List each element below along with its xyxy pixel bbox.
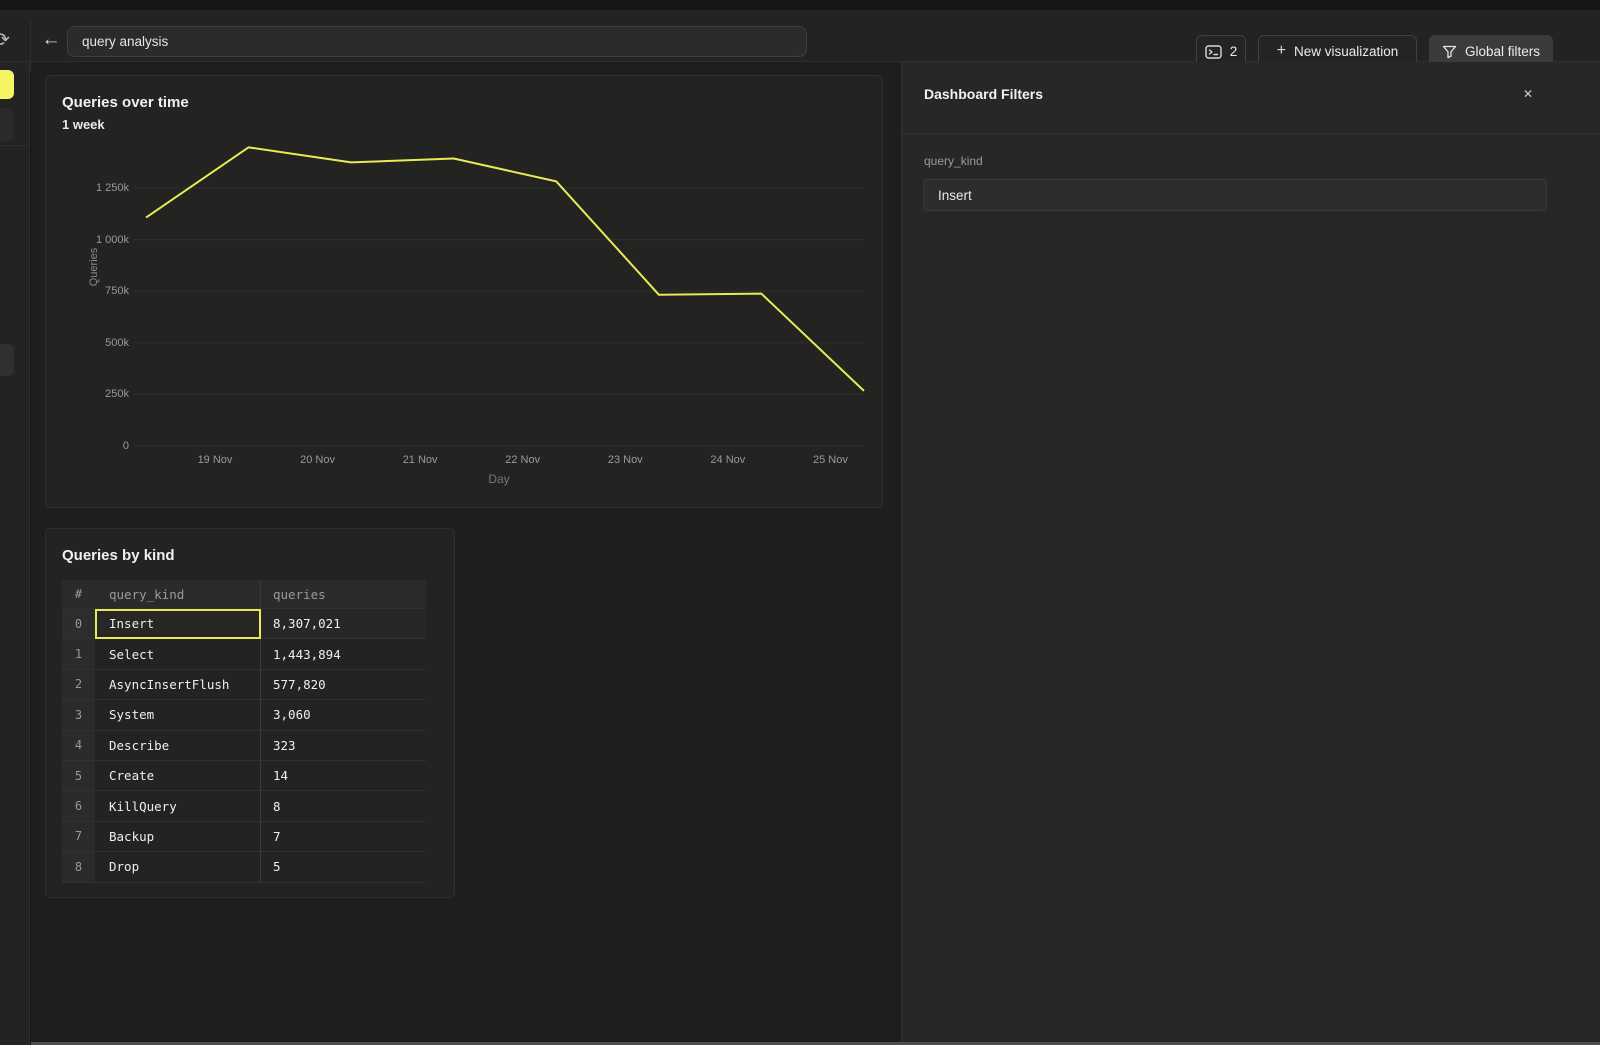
query-kind-cell[interactable]: AsyncInsertFlush bbox=[95, 669, 261, 701]
table-row: 7 Backup 7 bbox=[62, 821, 426, 853]
row-index-cell: 1 bbox=[62, 639, 95, 670]
x-tick-label: 24 Nov bbox=[710, 454, 746, 466]
history-icon[interactable]: ⟳ bbox=[0, 30, 10, 51]
row-index-cell: 3 bbox=[62, 700, 95, 731]
dashboard-filters-panel: Dashboard Filters ✕ query_kind Insert bbox=[901, 62, 1600, 1045]
row-index-cell: 7 bbox=[62, 821, 95, 853]
dashboard-title-input[interactable] bbox=[67, 26, 807, 57]
x-tick-label: 23 Nov bbox=[607, 454, 643, 466]
table-row: 3 System 3,060 bbox=[62, 700, 426, 731]
queries-count-cell[interactable]: 8,307,021 bbox=[261, 609, 426, 640]
dashboard-canvas: Queries over time 1 week Queries 0 250k 50… bbox=[31, 62, 901, 1045]
queries-over-time-card: Queries over time 1 week Queries 0 250k 50… bbox=[45, 75, 883, 508]
table-row: 2 AsyncInsertFlush 577,820 bbox=[62, 669, 426, 701]
console-window-icon bbox=[1205, 44, 1222, 59]
column-header-index[interactable]: # bbox=[62, 580, 95, 609]
queries-count-cell[interactable]: 7 bbox=[261, 822, 426, 853]
y-tick-label: 1 250k bbox=[95, 182, 129, 194]
row-index-cell: 5 bbox=[62, 760, 95, 792]
chart-subtitle: 1 week bbox=[62, 117, 105, 132]
row-index-cell: 0 bbox=[62, 609, 95, 640]
table-title: Queries by kind bbox=[62, 547, 175, 564]
queries-series-line bbox=[145, 146, 865, 392]
queries-count-cell[interactable]: 323 bbox=[261, 731, 426, 761]
queries-count-cell[interactable]: 5 bbox=[261, 852, 426, 883]
plus-icon: + bbox=[1276, 42, 1287, 59]
chart-title: Queries over time bbox=[62, 94, 189, 111]
x-tick-label: 22 Nov bbox=[505, 454, 541, 466]
query-kind-cell[interactable]: Select bbox=[95, 639, 261, 670]
queries-count-cell[interactable]: 8 bbox=[261, 791, 426, 822]
column-header-queries[interactable]: queries bbox=[261, 580, 426, 609]
sidebar-item-active[interactable] bbox=[0, 70, 14, 99]
table-row: 6 KillQuery 8 bbox=[62, 791, 426, 822]
table-row: 5 Create 14 bbox=[62, 760, 426, 792]
rail-divider bbox=[30, 20, 31, 72]
query-kind-cell[interactable]: Create bbox=[95, 760, 261, 792]
window-top-edge bbox=[0, 0, 1600, 10]
funnel-icon bbox=[1442, 45, 1457, 59]
queries-table: # query_kind queries 0 Insert 8,307,021 1 Sele… bbox=[62, 580, 426, 883]
y-tick-label: 250k bbox=[105, 388, 129, 401]
queries-count-cell[interactable]: 577,820 bbox=[261, 670, 426, 701]
table-row: 4 Describe 323 bbox=[62, 730, 426, 761]
query-kind-cell[interactable]: Backup bbox=[95, 821, 261, 853]
query-kind-cell[interactable]: Describe bbox=[95, 730, 261, 761]
table-body: 0 Insert 8,307,021 1 Select 1,443,894 2 AsyncIn… bbox=[62, 609, 426, 883]
queries-by-kind-card: Queries by kind # query_kind queries 0 Inse… bbox=[45, 528, 455, 898]
back-button[interactable]: ← bbox=[41, 29, 61, 50]
x-tick-label: 25 Nov bbox=[812, 454, 848, 466]
panel-divider bbox=[902, 133, 1600, 134]
console-tabs-count: 2 bbox=[1229, 44, 1238, 59]
left-sidebar bbox=[0, 62, 30, 1045]
row-index-cell: 8 bbox=[62, 852, 95, 883]
queries-count-cell[interactable]: 1,443,894 bbox=[261, 639, 426, 670]
filters-panel-title: Dashboard Filters bbox=[924, 86, 1044, 102]
row-index-cell: 4 bbox=[62, 730, 95, 761]
queries-count-cell[interactable]: 3,060 bbox=[261, 700, 426, 731]
y-tick-label: 1 000k bbox=[95, 233, 129, 246]
y-tick-label: 750k bbox=[105, 285, 129, 298]
sidebar-item-2[interactable] bbox=[0, 108, 14, 141]
window-bottom-edge bbox=[31, 1042, 1600, 1045]
row-index-cell: 6 bbox=[62, 791, 95, 822]
x-axis-title: Day bbox=[488, 472, 510, 486]
sidebar-divider bbox=[0, 145, 30, 146]
table-header-row: # query_kind queries bbox=[62, 580, 426, 609]
query-kind-filter-field[interactable]: Insert bbox=[923, 179, 1547, 211]
topbar: ⟳ ← 2 + New visualization Global filters bbox=[0, 10, 1600, 72]
sidebar-item-3[interactable] bbox=[0, 344, 14, 376]
query-kind-cell[interactable]: Drop bbox=[95, 852, 261, 883]
new-visualization-label: New visualization bbox=[1294, 44, 1399, 59]
x-tick-label: 21 Nov bbox=[402, 454, 438, 466]
query-kind-cell[interactable]: Insert bbox=[95, 609, 261, 640]
table-row: 8 Drop 5 bbox=[62, 852, 426, 883]
query-kind-cell[interactable]: System bbox=[95, 700, 261, 731]
column-header-query_kind[interactable]: query_kind bbox=[95, 580, 261, 609]
queries-count-cell[interactable]: 14 bbox=[261, 761, 426, 792]
x-tick-label: 19 Nov bbox=[197, 454, 233, 466]
close-icon[interactable]: ✕ bbox=[1522, 87, 1534, 101]
query-kind-cell[interactable]: KillQuery bbox=[95, 791, 261, 822]
row-index-cell: 2 bbox=[62, 669, 95, 701]
filter-field-label: query_kind bbox=[924, 154, 983, 168]
y-tick-label: 500k bbox=[105, 336, 129, 349]
table-row: 1 Select 1,443,894 bbox=[62, 639, 426, 670]
x-tick-label: 20 Nov bbox=[300, 454, 335, 466]
table-row: 0 Insert 8,307,021 bbox=[62, 609, 426, 640]
y-tick-label: 0 bbox=[122, 440, 129, 452]
line-chart-plot[interactable] bbox=[134, 113, 865, 453]
global-filters-label: Global filters bbox=[1464, 44, 1541, 59]
